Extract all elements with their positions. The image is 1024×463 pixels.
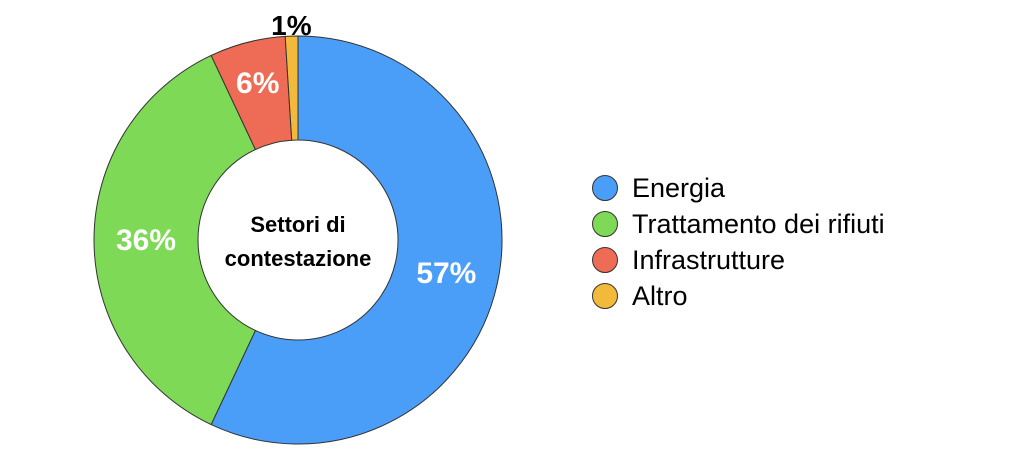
slice-label-energia: 57% [416, 257, 476, 290]
slice-energia [210, 35, 503, 445]
legend-swatch-trattamento-dei-rifiuti [592, 211, 618, 237]
center-title-line-2: contestazione [225, 246, 372, 271]
slice-label-trattamento-dei-rifiuti: 36% [116, 224, 176, 257]
slice-trattamento-dei-rifiuti [93, 54, 257, 426]
legend-item-infrastrutture: Infrastrutture [592, 242, 885, 278]
slice-label-altro: 1% [271, 10, 312, 41]
legend-label-infrastrutture: Infrastrutture [632, 244, 786, 275]
legend-label-altro: Altro [632, 280, 688, 311]
slice-labels: 57% 36% 6% 1% [116, 10, 476, 290]
donut-slices [93, 35, 503, 445]
legend-swatch-infrastrutture [592, 247, 618, 273]
legend-swatch-altro [592, 283, 618, 309]
legend: Energia Trattamento dei rifiuti Infrastr… [592, 170, 885, 314]
legend-item-altro: Altro [592, 278, 885, 314]
legend-label-energia: Energia [632, 172, 726, 203]
center-title: Settori di contestazione [225, 212, 372, 271]
legend-item-energia: Energia [592, 170, 885, 206]
slice-label-infrastrutture: 6% [236, 67, 279, 100]
center-title-line-1: Settori di [250, 212, 345, 237]
legend-label-trattamento-dei-rifiuti: Trattamento dei rifiuti [632, 208, 885, 239]
slice-altro [284, 35, 299, 141]
legend-item-trattamento-dei-rifiuti: Trattamento dei rifiuti [592, 206, 885, 242]
legend-swatch-energia [592, 175, 618, 201]
